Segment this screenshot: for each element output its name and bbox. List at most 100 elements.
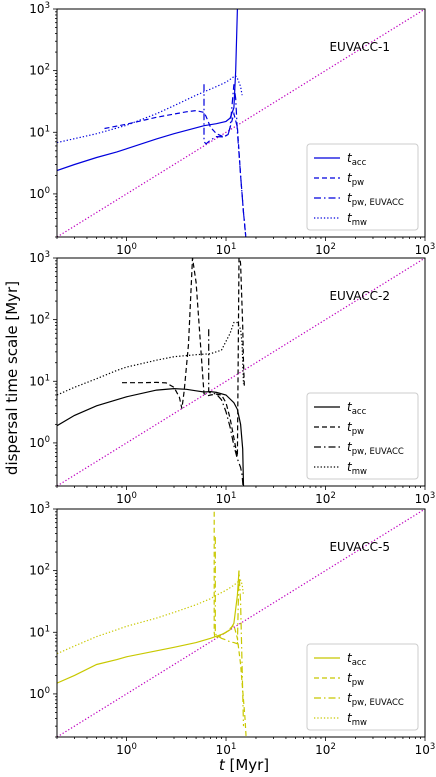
x-tick-label-exp: 3 [430,242,435,252]
y-tick-label: 101 [29,624,50,639]
y-tick-label: 102 [29,312,50,327]
legend-subscript: pw [352,678,364,688]
series-dotted [57,321,245,396]
panel-3: 100 101 102 103100101102103EUVACC-5tacctpwt… [29,501,435,757]
x-tick-label-base: 10 [216,743,231,757]
legend-subscript: acc [352,158,367,168]
x-tick-label: 103 [415,491,436,506]
legend-entry: tpw [347,671,364,688]
y-tick-label-base: 10 [29,251,44,265]
y-tick-label: 101 [29,124,50,139]
x-tick-label: 103 [415,742,436,757]
panel-title: EUVACC-2 [329,289,390,303]
y-tick-label-exp: 1 [45,124,50,134]
x-tick-label-base: 10 [415,743,430,757]
x-tick-label: 102 [315,491,336,506]
x-tick-label: 103 [415,242,436,257]
x-tick-label: 101 [216,242,237,257]
y-tick-label-exp: 1 [45,624,50,634]
y-tick-label: 100 [29,186,50,201]
legend-symbol: t [347,171,353,185]
series-dashdot [203,84,247,237]
axes-frame [56,508,426,738]
x-tick-label-exp: 3 [430,491,435,501]
legend-subscript: acc [352,658,367,668]
y-tick-label-base: 10 [29,625,44,639]
x-tick-label-base: 10 [415,243,430,257]
panel-title: EUVACC-1 [329,40,390,54]
legend-entry: tmw [347,711,367,728]
legend-subscript: acc [352,407,367,417]
y-tick-label: 103 [29,1,50,16]
series-solid [57,9,238,172]
y-tick-label-base: 10 [29,687,44,701]
series-dashed [213,511,247,737]
legend-subscript: pw [352,427,364,437]
y-tick-label: 100 [29,435,50,450]
legend-subscript: pw, EUVACC [352,698,404,708]
y-tick-label: 101 [29,373,50,388]
legend-entry: tpw, EUVACC [347,691,404,708]
x-tick-label-base: 10 [116,243,131,257]
x-tick-label-exp: 2 [330,242,335,252]
series-dashed [122,258,245,457]
legend-box [306,392,419,480]
x-tick-label-exp: 3 [430,742,435,752]
y-tick-label-exp: 2 [45,63,50,73]
y-tick-label-base: 10 [29,313,44,327]
legend-symbol: t [347,400,353,414]
legend-box [306,643,419,731]
y-tick-label-exp: 2 [45,563,50,573]
x-axis-label-symbol: t [219,756,226,774]
legend-symbol: t [347,151,353,165]
y-axis-label: dispersal time scale [Myr] [3,281,21,475]
series-solid [57,570,240,684]
series-dashdot [208,329,244,486]
x-tick-label-exp: 2 [330,491,335,501]
y-tick-label-exp: 0 [45,435,50,445]
legend-entry: tpw, EUVACC [347,440,404,457]
y-tick-label-exp: 0 [45,686,50,696]
legend-symbol: t [347,460,353,474]
x-tick-label: 101 [216,491,237,506]
x-tick-label: 102 [315,742,336,757]
x-tick-label: 100 [116,742,137,757]
x-axis-label: t [Myr] [219,756,269,774]
x-tick-label-base: 10 [315,743,330,757]
y-tick-label: 100 [29,686,50,701]
x-tick-label-base: 10 [116,743,131,757]
x-tick-label-base: 10 [315,243,330,257]
panel-2: 100 101 102 103100101102103EUVACC-2tacctpwt… [29,250,435,506]
x-axis-label-unit: [Myr] [225,756,269,774]
legend-subscript: pw [352,178,364,188]
panel-title: EUVACC-5 [329,540,390,554]
legend-symbol: t [347,671,353,685]
legend-symbol: t [347,440,353,454]
legend-entry: tmw [347,460,367,477]
axes-frame [56,257,426,487]
identity-line [57,9,425,237]
x-tick-label-exp: 1 [231,491,236,501]
x-tick-label-base: 10 [415,492,430,506]
legend-symbol: t [347,211,353,225]
legend-entry: tacc [347,651,367,668]
y-tick-label: 103 [29,250,50,265]
y-tick-label-base: 10 [29,374,44,388]
legend-entry: tacc [347,400,367,417]
y-tick-label: 102 [29,63,50,78]
legend-symbol: t [347,691,353,705]
legend-entry: tacc [347,151,367,168]
y-tick-label-exp: 3 [45,1,50,11]
legend-entry: tpw, EUVACC [347,191,404,208]
y-tick-label: 103 [29,501,50,516]
identity-line [57,258,425,486]
legend-symbol: t [347,651,353,665]
x-tick-label-base: 10 [216,492,231,506]
y-tick-label-base: 10 [29,502,44,516]
legend-entry: tmw [347,211,367,228]
x-tick-label-exp: 0 [131,491,136,501]
x-tick-label-base: 10 [315,492,330,506]
series-dotted [57,75,243,144]
y-tick-label-base: 10 [29,2,44,16]
